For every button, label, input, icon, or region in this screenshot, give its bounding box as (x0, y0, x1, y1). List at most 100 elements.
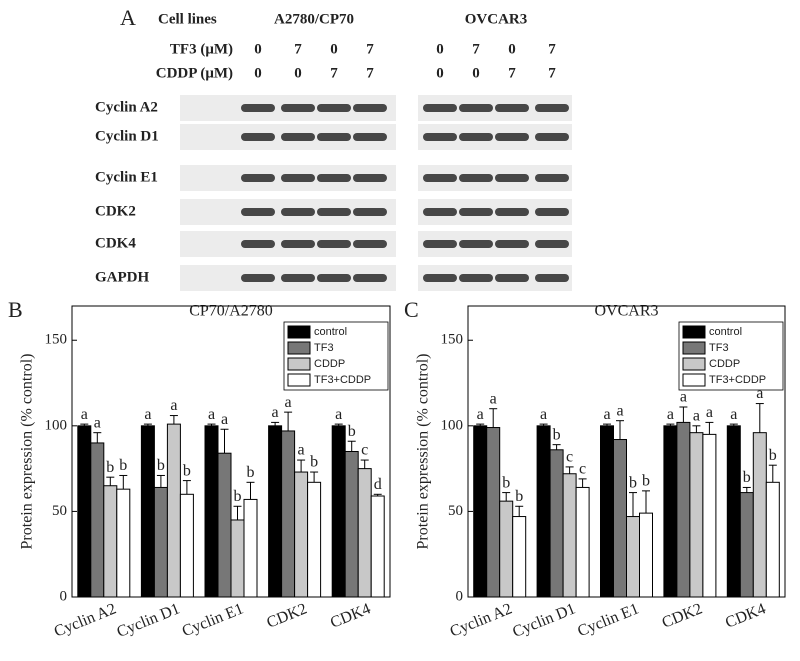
y-tick-label: 100 (441, 417, 464, 433)
blot-band (459, 208, 493, 216)
blot-band (353, 274, 387, 282)
legend-swatch (287, 341, 311, 355)
blot-band (241, 174, 275, 182)
cddp-label: CDDP (μM) (156, 65, 233, 81)
blot-band (317, 274, 351, 282)
error-bar (119, 474, 128, 490)
blot-band (317, 133, 351, 141)
bar (562, 473, 577, 598)
blot-band (317, 104, 351, 112)
y-tick-label: 50 (448, 503, 463, 519)
blot-band (459, 104, 493, 112)
blot-band (241, 274, 275, 282)
bar (307, 481, 322, 598)
bar (77, 425, 92, 598)
error-bar (742, 486, 751, 493)
sig-label: a (667, 406, 674, 423)
x-tick-label: Cyclin E1 (180, 600, 246, 640)
legend-swatch (287, 325, 311, 339)
sig-label: d (374, 476, 382, 493)
error-bar (246, 481, 255, 500)
bar (103, 485, 118, 598)
legend-swatch (287, 357, 311, 371)
x-tick-label: Cyclin A2 (448, 600, 515, 640)
y-tick-label: 150 (441, 332, 464, 348)
group-label: OVCAR3 (465, 11, 528, 27)
sig-label: b (247, 464, 255, 481)
sig-label: c (579, 461, 586, 478)
blot-band (423, 240, 457, 248)
bar (663, 425, 678, 598)
legend-label: TF3+CDDP (314, 374, 371, 386)
bar (639, 512, 653, 598)
blot-band (353, 240, 387, 248)
error-bar (565, 466, 574, 474)
error-bar (768, 464, 777, 483)
error-bar (729, 423, 738, 426)
error-bar (80, 423, 89, 426)
sig-label: a (298, 442, 305, 459)
error-bar (578, 478, 587, 488)
error-bar (334, 423, 343, 426)
bar (294, 471, 309, 598)
plot-frame (71, 305, 391, 598)
bar (702, 433, 717, 598)
group-label: A2780/CP70 (274, 11, 354, 27)
sig-label: b (642, 473, 650, 490)
chart-title: OVCAR3 (594, 303, 658, 320)
error-bar (666, 423, 675, 426)
sig-label: a (680, 389, 687, 406)
error-bar (603, 423, 611, 426)
bar (765, 481, 780, 598)
blot-band (423, 174, 457, 182)
bar (344, 451, 359, 598)
blot-band (281, 104, 315, 112)
blot-row-label: CDK2 (95, 203, 136, 219)
bar (179, 493, 194, 598)
bar (204, 425, 219, 598)
error-bar (106, 476, 115, 486)
error-bar (476, 423, 485, 426)
bar (268, 425, 283, 598)
bar (217, 452, 232, 598)
error-bar (502, 492, 511, 502)
blot-band (535, 274, 569, 282)
blot-band (317, 208, 351, 216)
dose-label: 0 (508, 41, 516, 57)
sig-label: a (94, 414, 101, 431)
error-bar (629, 492, 637, 517)
bar (357, 468, 372, 598)
sig-label: a (144, 406, 151, 423)
y-tick-label: 100 (45, 417, 68, 433)
panel-letter: C (404, 297, 419, 322)
dose-label: 7 (548, 41, 556, 57)
sig-label: a (616, 402, 623, 419)
y-axis-label: Protein expression (% control) (19, 354, 36, 550)
sig-label: a (335, 406, 342, 423)
legend-swatch (682, 325, 706, 339)
blot-band (281, 208, 315, 216)
bar (549, 449, 564, 598)
legend-label: CDDP (314, 358, 345, 370)
sig-label: b (157, 457, 165, 474)
error-bar (552, 444, 561, 450)
bar (752, 432, 767, 598)
x-tick-label: Cyclin E1 (575, 600, 641, 640)
error-bar (233, 505, 242, 520)
blot-band (241, 240, 275, 248)
dose-label: 7 (330, 65, 338, 81)
dose-label: 7 (366, 41, 374, 57)
bar (726, 425, 741, 598)
x-tick-label: Cyclin D1 (115, 600, 183, 641)
legend-swatch (682, 357, 706, 371)
sig-label: a (706, 404, 713, 421)
error-bar (207, 423, 216, 426)
bar (486, 427, 501, 598)
error-bar (156, 474, 165, 488)
dose-label: 0 (436, 41, 444, 57)
bar (626, 516, 640, 598)
error-bar (347, 440, 356, 452)
legend-swatch (287, 373, 311, 387)
blot-band (281, 240, 315, 248)
sig-label: a (170, 397, 177, 414)
